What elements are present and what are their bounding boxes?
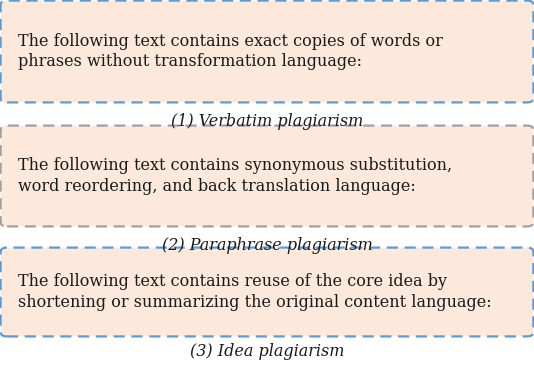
Text: (3) Idea plagiarism: (3) Idea plagiarism [190,343,344,361]
Text: The following text contains reuse of the core idea by: The following text contains reuse of the… [18,273,447,290]
FancyBboxPatch shape [1,248,533,336]
Text: The following text contains synonymous substitution,: The following text contains synonymous s… [18,158,452,174]
Text: (2) Paraphrase plagiarism: (2) Paraphrase plagiarism [162,237,372,255]
Text: shortening or summarizing the original content language:: shortening or summarizing the original c… [18,294,492,311]
FancyBboxPatch shape [1,125,533,226]
Text: The following text contains exact copies of words or: The following text contains exact copies… [18,33,443,50]
FancyBboxPatch shape [1,1,533,102]
Text: word reordering, and back translation language:: word reordering, and back translation la… [18,178,416,195]
Text: (1) Verbatim plagiarism: (1) Verbatim plagiarism [171,113,363,131]
Text: phrases without transformation language:: phrases without transformation language: [18,53,362,70]
